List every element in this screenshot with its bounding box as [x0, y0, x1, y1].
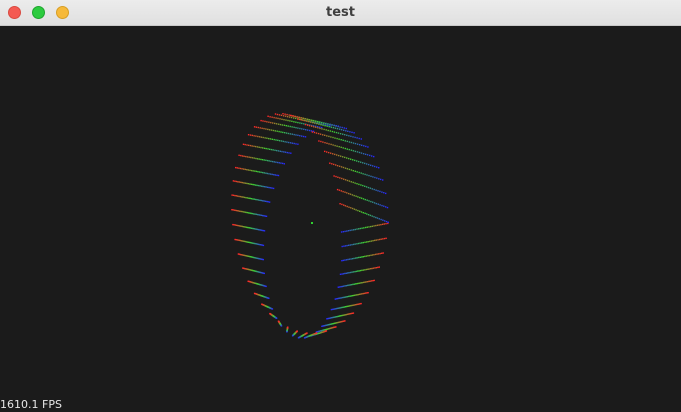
render-viewport[interactable]: 1610.1 FPS: [0, 26, 681, 412]
minimize-window-button[interactable]: [56, 6, 69, 19]
close-window-button[interactable]: [8, 6, 21, 19]
zoom-window-button[interactable]: [32, 6, 45, 19]
fps-counter: 1610.1 FPS: [0, 398, 62, 411]
point-cloud-render: [231, 113, 389, 339]
point-cloud-group: [231, 113, 389, 339]
title-bar[interactable]: test: [0, 0, 681, 26]
window-title: test: [326, 5, 355, 20]
origin-marker: [311, 222, 313, 224]
